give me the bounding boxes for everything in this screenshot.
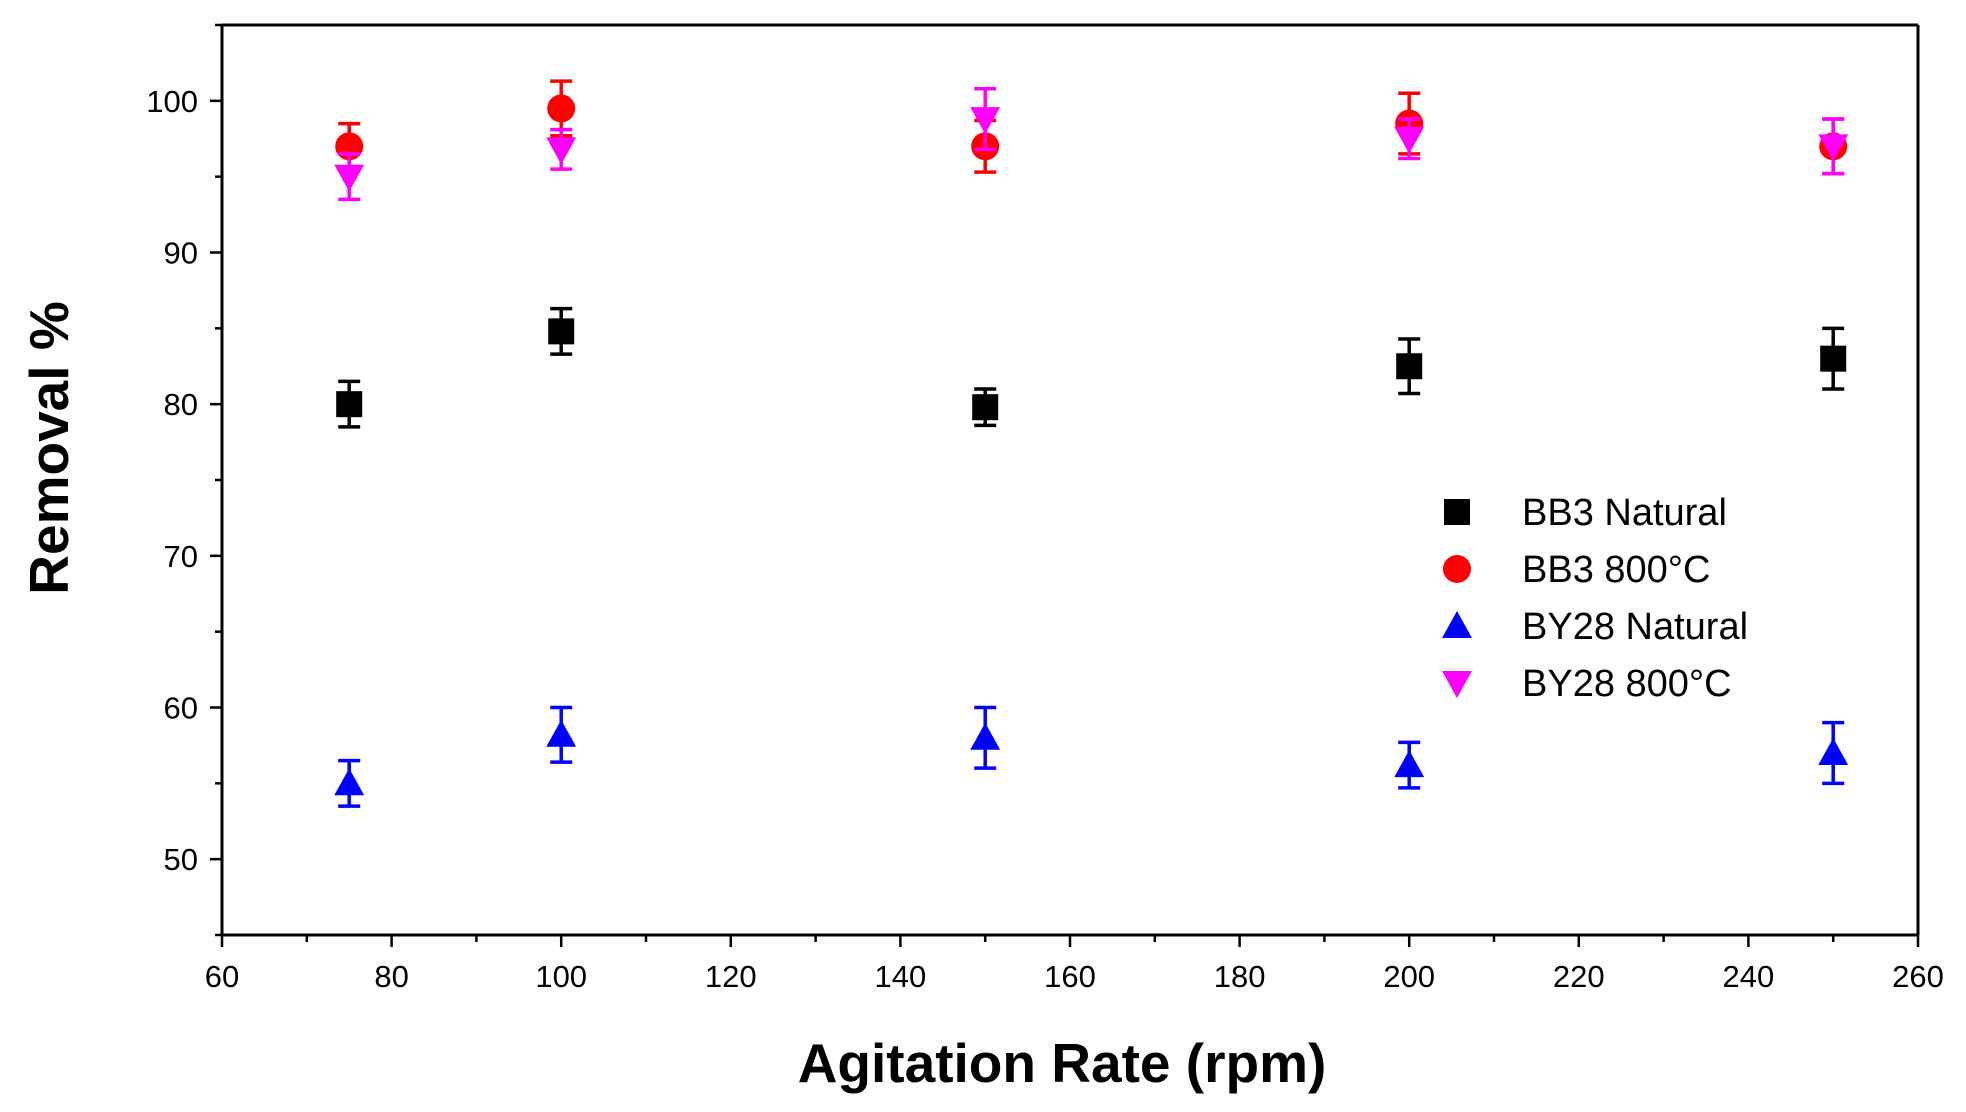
data-point: [336, 391, 363, 418]
data-point: [334, 164, 365, 192]
legend-item: BB3 Natural: [1444, 492, 1727, 534]
series-triangle-down: [334, 86, 1849, 202]
legend-item: BY28 800°C: [1442, 663, 1732, 705]
x-tick-label: 140: [875, 959, 927, 994]
x-tick-label: 200: [1383, 959, 1435, 994]
legend-marker: [1444, 499, 1470, 525]
data-point: [970, 107, 1001, 134]
y-tick-label: 80: [164, 387, 198, 422]
x-tick-label: 160: [1044, 959, 1096, 994]
legend-marker: [1442, 611, 1472, 638]
axes: 60 80 100 120 140 160 180 200 220 240 260 50 60 70 80 9…: [146, 23, 1944, 994]
data-point: [1818, 738, 1849, 765]
y-tick-label: 50: [164, 842, 198, 877]
x-axis-title: Agitation Rate (rpm): [798, 1032, 1327, 1094]
data-point: [970, 722, 1001, 750]
data-point: [546, 137, 577, 165]
data-point: [1818, 134, 1849, 162]
series-square: [336, 306, 1847, 429]
legend-marker: [1442, 671, 1472, 698]
series-triangle-up: [334, 705, 1849, 808]
legend-label: BY28 800°C: [1522, 663, 1732, 705]
legend-label: BB3 800°C: [1522, 549, 1710, 591]
x-tick-label: 60: [205, 959, 239, 994]
legend-item: BB3 800°C: [1443, 549, 1710, 591]
x-tick-label: 220: [1553, 959, 1605, 994]
data-point: [548, 318, 575, 345]
x-tick-label: 180: [1214, 959, 1266, 994]
x-tick-label: 240: [1723, 959, 1775, 994]
x-tick-label: 100: [535, 959, 587, 994]
data-marks: [334, 79, 1849, 808]
y-tick-label: 100: [146, 84, 198, 119]
y-tick-label: 70: [164, 539, 198, 574]
data-point: [334, 768, 365, 796]
legend-label: BY28 Natural: [1522, 606, 1748, 648]
data-point: [546, 719, 577, 747]
y-axis-title: Removal %: [18, 301, 80, 594]
x-tick-label: 80: [374, 959, 408, 994]
x-tick-label: 260: [1892, 959, 1944, 994]
data-point: [972, 394, 999, 421]
data-point: [547, 94, 576, 123]
legend-label: BB3 Natural: [1522, 492, 1727, 534]
y-tick-label: 60: [164, 691, 198, 726]
y-tick-label: 90: [164, 236, 198, 271]
legend-item: BY28 Natural: [1442, 606, 1748, 648]
data-point: [1394, 126, 1425, 154]
legend: BB3 Natural BB3 800°C BY28 Natural BY28 800…: [1442, 492, 1748, 705]
data-point: [1396, 353, 1423, 380]
x-tick-label: 120: [705, 959, 757, 994]
legend-marker: [1443, 555, 1471, 583]
data-point: [1394, 750, 1425, 778]
data-point: [1820, 345, 1847, 372]
